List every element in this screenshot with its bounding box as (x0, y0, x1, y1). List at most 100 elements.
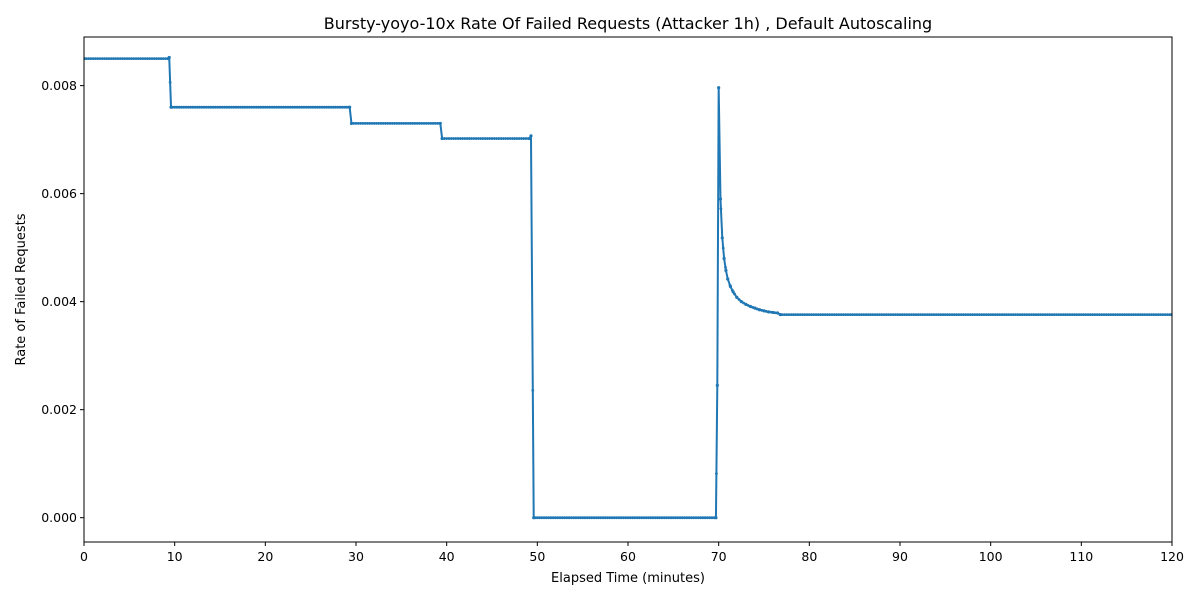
data-point (1061, 313, 1065, 317)
x-tick-label: 70 (711, 549, 727, 564)
data-point (998, 313, 1002, 317)
data-point (370, 122, 374, 125)
data-point (1161, 313, 1165, 317)
data-point (445, 137, 449, 140)
data-point (726, 277, 730, 281)
data-point (1125, 313, 1129, 317)
data-point (336, 105, 340, 109)
data-point (717, 86, 721, 90)
x-tick-label: 110 (1069, 549, 1093, 564)
data-point (1039, 313, 1042, 317)
data-point (792, 313, 795, 317)
data-point (742, 301, 745, 305)
data-point (266, 105, 269, 109)
data-point (461, 137, 464, 140)
data-point (465, 137, 469, 140)
data-point (1059, 313, 1063, 317)
data-point (823, 313, 827, 317)
data-point (377, 122, 381, 125)
x-tick-label: 120 (1160, 549, 1184, 564)
data-point (291, 105, 294, 109)
data-point (279, 105, 283, 109)
data-point (164, 57, 168, 60)
data-point (626, 516, 630, 520)
data-point (528, 136, 532, 141)
data-point (948, 313, 952, 317)
data-point (443, 137, 446, 140)
data-point (1116, 313, 1119, 317)
data-point (1123, 313, 1126, 317)
data-point (155, 57, 158, 60)
data-point (273, 105, 276, 109)
data-point (1086, 313, 1090, 317)
data-point (660, 516, 664, 520)
data-point (710, 516, 714, 520)
data-point (996, 313, 999, 317)
data-point (925, 313, 929, 317)
data-point (934, 313, 938, 317)
data-point (218, 105, 222, 109)
data-point (882, 313, 886, 317)
data-point (393, 122, 396, 125)
data-point (431, 122, 435, 125)
data-point (1163, 313, 1167, 317)
data-point (130, 57, 134, 60)
data-point (300, 105, 303, 109)
data-point (535, 516, 539, 520)
data-point (703, 516, 707, 520)
data-point (633, 516, 637, 520)
data-point (916, 313, 920, 317)
data-point (1077, 313, 1081, 317)
data-point (628, 516, 632, 520)
data-point (295, 105, 299, 109)
data-point (891, 313, 895, 317)
data-point (862, 313, 866, 317)
data-point (977, 313, 981, 317)
data-point (348, 105, 352, 109)
data-point (169, 105, 173, 109)
data-point (830, 313, 834, 317)
data-point (177, 105, 181, 109)
data-point (105, 57, 109, 60)
data-point (873, 313, 877, 317)
data-point (773, 311, 777, 315)
data-point (259, 105, 263, 109)
data-point (857, 313, 861, 317)
data-point (497, 137, 501, 140)
data-point (257, 105, 260, 109)
data-point (943, 313, 947, 317)
data-point (186, 105, 190, 109)
data-point (288, 105, 292, 109)
data-point (1034, 313, 1038, 317)
data-point (107, 57, 111, 60)
data-point (1005, 313, 1008, 317)
data-point (118, 57, 122, 60)
data-point (778, 313, 782, 317)
data-point (671, 516, 675, 520)
data-point (1057, 313, 1061, 317)
data-point (137, 57, 140, 60)
data-point (721, 246, 725, 250)
data-point (420, 122, 424, 125)
data-point (787, 313, 791, 317)
y-tick-label: 0.008 (41, 78, 77, 93)
data-point (202, 105, 206, 109)
data-point (556, 516, 560, 520)
data-point (161, 57, 165, 60)
data-point (316, 105, 319, 109)
data-point (889, 313, 893, 317)
data-point (248, 105, 251, 109)
data-point (1023, 313, 1027, 317)
data-point (223, 105, 226, 109)
data-point (914, 313, 918, 317)
data-point (651, 516, 655, 520)
data-point (275, 105, 279, 109)
data-point (551, 516, 555, 520)
data-point (846, 313, 850, 317)
x-tick-label: 10 (167, 549, 183, 564)
data-point (1068, 313, 1072, 317)
data-point (232, 105, 236, 109)
data-point (270, 105, 274, 109)
data-point (835, 313, 838, 317)
